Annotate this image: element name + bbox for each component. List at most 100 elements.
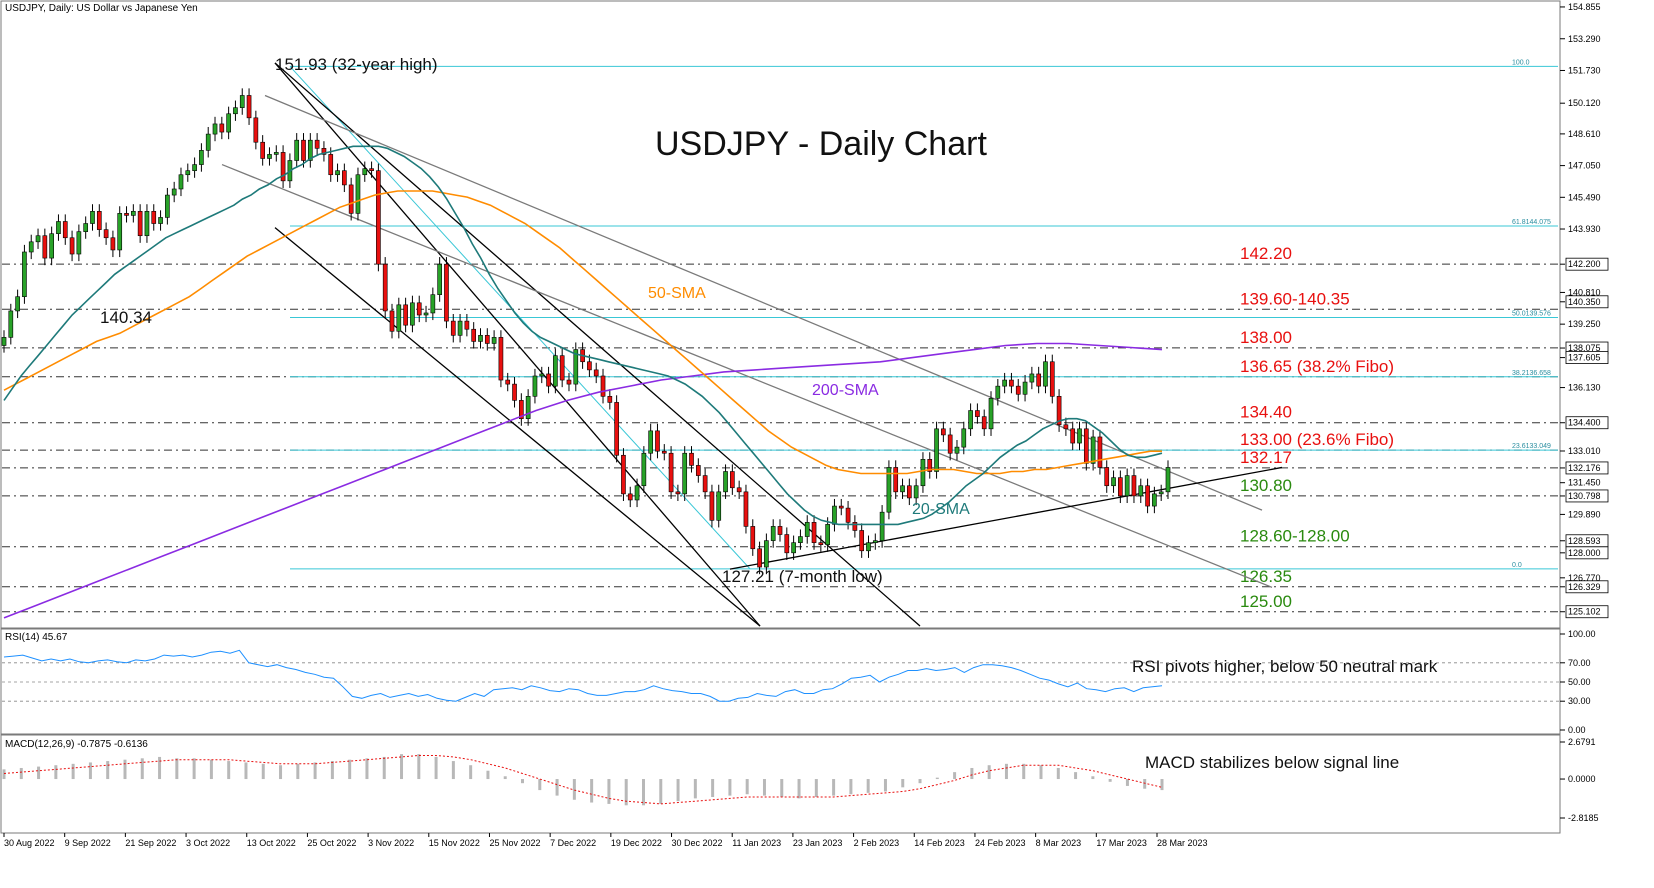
candle-up [968, 410, 973, 430]
chart-title: USDJPY - Daily Chart [655, 125, 987, 163]
candle-up [1158, 491, 1164, 495]
candle-down [1009, 379, 1014, 387]
candle-up [886, 467, 892, 513]
candle-up [355, 174, 361, 214]
candle-down [927, 459, 933, 472]
time-tick-label: 30 Aug 2022 [4, 838, 55, 848]
candle-down [321, 148, 327, 155]
candle-up [634, 485, 640, 501]
candle-up [178, 174, 184, 190]
candle-down [859, 530, 865, 552]
candle-up [165, 194, 170, 218]
candle-up [825, 524, 830, 545]
candle-up [532, 375, 538, 397]
candle-up [307, 139, 313, 161]
candle-up [1090, 436, 1096, 464]
candle-up [913, 485, 919, 499]
level-label: 136.65 (38.2% Fibo) [1240, 357, 1394, 376]
candle-down [689, 452, 694, 466]
candle-down [328, 154, 334, 176]
candle-down [743, 491, 749, 527]
candle-up [457, 320, 463, 336]
candle-down [702, 475, 708, 493]
candle-up [770, 526, 776, 541]
candle-up [410, 302, 415, 326]
price-tick-label: 136.130 [1568, 383, 1601, 393]
candle-up [1022, 381, 1028, 395]
candle-up [804, 522, 810, 537]
time-tick-label: 17 Mar 2023 [1096, 838, 1147, 848]
candle-down [1015, 385, 1021, 395]
candle-down [96, 211, 102, 230]
candle-up [76, 231, 82, 255]
candle-down [246, 95, 252, 119]
price-tick-label: 138.075 [1568, 343, 1601, 353]
candle-down [587, 361, 592, 371]
price-tick-label: 143.930 [1568, 224, 1601, 234]
macd-tick-label: 0.0000 [1568, 774, 1596, 784]
candle-up [83, 223, 89, 232]
candle-up [798, 536, 803, 543]
level-lines: 142.20 139.60-140.35 138.00 136.65 (38.2% F… [2, 244, 1560, 613]
level-label: 128.60-128.00 [1240, 527, 1350, 546]
candle-down [546, 373, 551, 387]
price-tick-label: 137.605 [1568, 353, 1601, 363]
candle-down [1049, 361, 1055, 397]
candle-down [471, 328, 477, 342]
candle-up [8, 310, 14, 338]
candle-down [416, 302, 422, 316]
time-tick-label: 25 Oct 2022 [307, 838, 356, 848]
fibo-label: 0.0 [1512, 562, 1522, 569]
annotation-prior-low: 140.34 [100, 308, 152, 327]
candle-down [777, 526, 783, 535]
candle-up [641, 452, 647, 487]
candle-down [607, 396, 613, 403]
candle-down [376, 170, 381, 265]
candle-up [1124, 475, 1130, 497]
candle-up [49, 233, 54, 259]
candle-down [403, 304, 408, 326]
level-label: 132.17 [1240, 448, 1292, 467]
rsi-line [3, 649, 1163, 702]
level-label: 139.60-140.35 [1240, 289, 1350, 308]
candle-down [42, 235, 48, 259]
candle-down [750, 526, 756, 550]
candle-up [212, 123, 218, 135]
candle-down [845, 507, 851, 523]
time-tick-label: 23 Jan 2023 [793, 838, 843, 848]
sma-20-line [3, 145, 1163, 526]
candle-down [512, 383, 517, 401]
annotation-high: 151.93 (32-year high) [275, 55, 438, 74]
candle-up [28, 241, 34, 253]
price-tick-label: 133.010 [1568, 446, 1601, 456]
level-label: 133.00 (23.6% Fibo) [1240, 430, 1394, 449]
level-label: 126.35 [1240, 567, 1292, 586]
candle-up [723, 471, 728, 493]
annotation-20-sma: 20-SMA [912, 501, 970, 518]
candle-down [675, 491, 681, 495]
candle-up [117, 213, 123, 251]
candle-up [171, 188, 177, 196]
time-tick-label: 13 Oct 2022 [247, 838, 296, 848]
candle-down [1083, 428, 1089, 464]
candle-down [1056, 396, 1062, 426]
level-label: 134.40 [1240, 403, 1292, 422]
price-tick-box [1565, 489, 1609, 503]
price-tick-box [1565, 580, 1609, 594]
candle-up [1043, 361, 1048, 387]
price-tick-label: 129.890 [1568, 509, 1601, 519]
candle-up [872, 540, 878, 543]
candle-up [423, 312, 429, 316]
fibo-label: 50.0139.576 [1512, 310, 1551, 317]
candle-up [205, 133, 211, 151]
candle-up [491, 337, 497, 344]
price-tick-box [1565, 546, 1609, 560]
time-tick-label: 21 Sep 2022 [125, 838, 176, 848]
time-tick-label: 15 Nov 2022 [429, 838, 480, 848]
price-tick-label: 131.450 [1568, 478, 1601, 488]
candle-down [1036, 373, 1041, 387]
candle-down [519, 400, 524, 419]
candle-up [764, 540, 769, 568]
rsi-header: RSI(14) 45.67 [5, 632, 68, 643]
candle-up [22, 251, 27, 298]
